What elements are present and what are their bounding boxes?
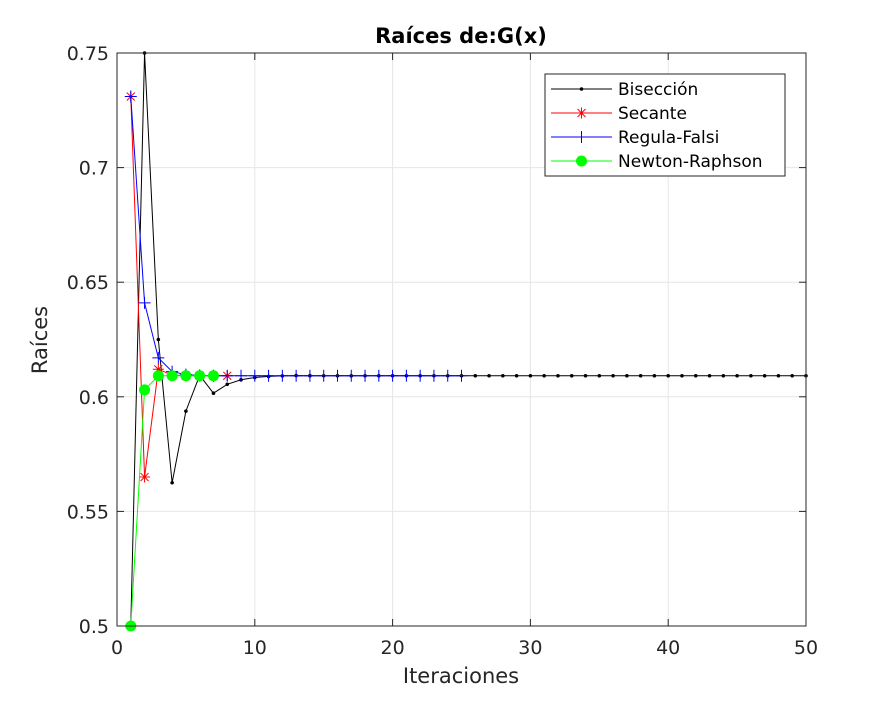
- legend-marker: [579, 87, 584, 91]
- legend-entry: Newton-Raphson: [551, 152, 763, 172]
- data-point: [372, 369, 385, 382]
- data-point: [152, 363, 164, 375]
- x-axis-label: Iteraciones: [403, 664, 519, 688]
- series-bisecci-n: [128, 51, 808, 628]
- data-point: [427, 369, 440, 382]
- data-point: [514, 373, 519, 378]
- legend-entry: Bisección: [551, 80, 698, 100]
- data-point: [170, 480, 174, 485]
- data-point: [290, 369, 303, 382]
- data-point: [625, 373, 629, 378]
- data-point: [225, 382, 230, 387]
- data-point: [583, 373, 588, 378]
- data-point: [528, 373, 533, 378]
- data-point: [473, 373, 478, 378]
- legend: Bisección Secante Regula-Falsi Newton-Raphs…: [544, 73, 786, 177]
- data-point: [359, 369, 372, 382]
- legend-label: Secante: [618, 104, 687, 124]
- data-point: [221, 369, 234, 382]
- data-point: [194, 370, 206, 382]
- data-point: [207, 370, 219, 382]
- y-tick-label: 0.6: [79, 387, 109, 409]
- data-point: [597, 373, 602, 378]
- legend-marker: [575, 131, 588, 143]
- data-point: [345, 369, 358, 382]
- legend-entry: Regula-Falsi: [551, 128, 719, 148]
- x-tick-label: 20: [381, 637, 405, 659]
- y-tick-label: 0.75: [67, 43, 109, 65]
- legend-label: Bisección: [618, 80, 698, 100]
- data-point: [721, 373, 726, 378]
- data-point: [156, 337, 161, 342]
- data-point: [693, 373, 698, 378]
- data-point: [441, 369, 454, 382]
- data-point: [180, 370, 192, 382]
- chart-title: Raíces de:G(x): [375, 24, 547, 48]
- data-point: [569, 373, 574, 378]
- legend-marker: [576, 107, 587, 119]
- data-point: [680, 373, 684, 378]
- data-point: [652, 373, 657, 378]
- data-point: [542, 373, 546, 378]
- series-layer: [124, 51, 808, 632]
- data-point: [386, 369, 399, 382]
- data-point: [790, 373, 795, 378]
- y-tick-label: 0.65: [67, 272, 109, 294]
- data-point: [152, 351, 165, 364]
- legend-marker: [576, 155, 587, 167]
- x-tick-label: 30: [518, 637, 542, 659]
- data-point: [276, 369, 289, 382]
- data-point: [184, 409, 188, 413]
- data-point: [152, 370, 164, 382]
- series-newton-raphson: [125, 370, 219, 632]
- data-point: [556, 373, 560, 378]
- y-tick-label: 0.5: [79, 616, 109, 638]
- data-point: [235, 369, 248, 382]
- data-point: [139, 384, 151, 396]
- data-point: [138, 296, 151, 309]
- data-point: [666, 373, 670, 378]
- data-point: [400, 369, 413, 382]
- y-axis-label: Raíces: [28, 306, 52, 374]
- data-point: [331, 369, 344, 382]
- x-tick-label: 40: [656, 637, 680, 659]
- data-point: [776, 373, 781, 378]
- legend-label: Regula-Falsi: [618, 128, 719, 148]
- data-point: [166, 370, 178, 382]
- data-point: [139, 471, 151, 483]
- data-point: [749, 373, 753, 378]
- data-point: [317, 369, 330, 382]
- data-point: [262, 369, 275, 382]
- data-point: [455, 369, 468, 382]
- ticks: 0 10 20 30 40 50 0.5 0.55 0.6 0.65 0.7 0.75: [67, 43, 818, 659]
- data-point: [124, 90, 137, 103]
- plot-frame: [116, 52, 807, 627]
- data-point: [638, 373, 643, 378]
- x-tick-label: 10: [243, 637, 267, 659]
- data-point: [611, 373, 615, 378]
- x-tick-label: 50: [794, 637, 818, 659]
- legend-entry: Secante: [551, 104, 687, 124]
- y-tick-label: 0.7: [79, 158, 109, 180]
- data-point: [211, 391, 216, 396]
- data-point: [414, 369, 427, 382]
- x-tick-label: 0: [111, 637, 123, 659]
- data-point: [707, 373, 712, 378]
- data-point: [735, 373, 739, 378]
- data-point: [487, 373, 491, 378]
- data-point: [762, 373, 767, 378]
- data-point: [248, 369, 261, 382]
- data-point: [303, 369, 316, 382]
- y-tick-label: 0.55: [67, 501, 109, 523]
- data-point: [501, 373, 505, 378]
- series-line: [130, 52, 806, 627]
- legend-label: Newton-Raphson: [618, 152, 763, 172]
